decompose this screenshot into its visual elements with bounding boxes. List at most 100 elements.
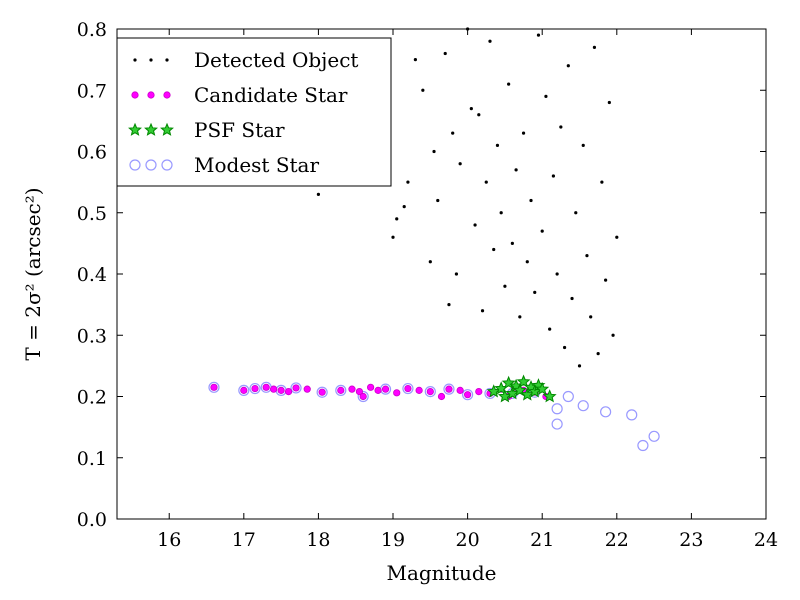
axes: 16 17 18 19 20 21 22 23 24 0.0 0.1 0.2 0.3 0.4 0.5 0.6 0… bbox=[21, 19, 778, 585]
data-point bbox=[611, 333, 615, 337]
data-point bbox=[577, 364, 582, 368]
legend-marker bbox=[161, 159, 173, 171]
data-point bbox=[395, 217, 399, 221]
x-tick-label: 21 bbox=[530, 529, 554, 551]
data-point bbox=[518, 315, 522, 319]
y-tick-label: 0.5 bbox=[77, 203, 107, 225]
data-point bbox=[426, 387, 434, 396]
legend-marker bbox=[149, 58, 153, 62]
data-point bbox=[292, 384, 300, 392]
legend-marker bbox=[165, 58, 169, 62]
data-point bbox=[551, 403, 563, 415]
x-tick-label: 20 bbox=[456, 529, 480, 551]
data-point bbox=[574, 211, 578, 215]
y-axis-label: T = 2σ² (arcsec²) bbox=[21, 187, 45, 360]
data-point bbox=[600, 406, 612, 418]
data-point bbox=[475, 387, 483, 396]
data-point bbox=[516, 374, 531, 388]
series-modest-star bbox=[208, 381, 660, 452]
data-point bbox=[432, 149, 436, 154]
data-point bbox=[562, 390, 574, 403]
legend-marker bbox=[129, 159, 141, 171]
y-tick-label: 0.7 bbox=[77, 80, 107, 102]
data-point bbox=[456, 386, 464, 394]
data-point bbox=[551, 174, 555, 178]
data-point bbox=[277, 386, 285, 394]
data-point bbox=[424, 386, 436, 398]
data-point bbox=[406, 180, 410, 184]
data-point bbox=[445, 385, 453, 393]
data-point bbox=[562, 345, 567, 350]
data-point bbox=[566, 64, 570, 68]
data-point bbox=[592, 45, 597, 49]
legend-item: Modest Star bbox=[129, 153, 319, 177]
y-tick-label: 0.8 bbox=[77, 19, 107, 41]
data-point bbox=[473, 223, 477, 227]
data-point bbox=[529, 198, 533, 203]
x-tick-label: 17 bbox=[232, 529, 256, 551]
x-tick-label: 23 bbox=[679, 529, 703, 551]
data-point bbox=[404, 384, 412, 393]
data-point bbox=[454, 272, 459, 276]
data-point bbox=[318, 388, 326, 396]
y-tick-label: 0.2 bbox=[77, 387, 107, 409]
data-point bbox=[525, 260, 529, 264]
data-point bbox=[484, 180, 488, 184]
legend-box bbox=[116, 37, 392, 187]
legend-marker bbox=[145, 159, 157, 171]
data-point bbox=[615, 235, 619, 239]
data-point bbox=[210, 383, 218, 391]
data-point bbox=[535, 381, 550, 396]
data-point bbox=[577, 400, 589, 412]
data-point bbox=[555, 272, 559, 276]
legend-marker bbox=[131, 91, 139, 99]
data-point bbox=[499, 211, 503, 215]
data-point bbox=[540, 229, 544, 233]
data-point bbox=[381, 385, 390, 393]
data-point bbox=[514, 168, 518, 172]
data-point bbox=[413, 58, 417, 62]
data-point bbox=[208, 381, 220, 393]
data-point bbox=[589, 315, 593, 319]
legend-marker bbox=[144, 122, 158, 136]
legend-item: Candidate Star bbox=[131, 83, 348, 107]
data-point bbox=[270, 385, 278, 393]
data-point bbox=[238, 384, 250, 396]
data-point bbox=[251, 384, 259, 393]
data-point bbox=[443, 51, 447, 56]
data-point bbox=[443, 383, 455, 395]
data-point bbox=[495, 143, 500, 147]
legend-marker bbox=[128, 122, 142, 136]
plot-area bbox=[208, 27, 660, 452]
x-tick-label: 22 bbox=[605, 529, 629, 551]
data-point bbox=[607, 100, 611, 105]
data-point bbox=[402, 205, 406, 209]
data-point bbox=[458, 162, 462, 166]
data-point bbox=[544, 94, 548, 98]
data-point bbox=[262, 383, 270, 391]
data-point bbox=[421, 88, 425, 92]
data-point bbox=[447, 303, 451, 307]
data-point bbox=[303, 385, 311, 393]
y-tick-label: 0.4 bbox=[77, 264, 107, 286]
x-tick-label: 24 bbox=[754, 529, 778, 551]
data-point bbox=[451, 131, 455, 135]
data-point bbox=[240, 386, 248, 394]
legend-label: PSF Star bbox=[194, 118, 285, 142]
legend-marker bbox=[133, 58, 137, 62]
data-point bbox=[551, 418, 563, 430]
data-point bbox=[337, 386, 345, 394]
data-point bbox=[469, 107, 473, 111]
legend-item: Detected Object bbox=[133, 48, 358, 72]
data-point bbox=[374, 386, 382, 394]
data-point bbox=[596, 352, 600, 356]
data-point bbox=[626, 409, 638, 421]
data-point bbox=[510, 241, 514, 245]
data-point bbox=[316, 192, 321, 196]
data-point bbox=[316, 386, 328, 398]
data-point bbox=[464, 391, 472, 399]
data-point bbox=[570, 296, 574, 301]
data-point bbox=[359, 392, 367, 401]
legend-item: PSF Star bbox=[128, 118, 285, 142]
